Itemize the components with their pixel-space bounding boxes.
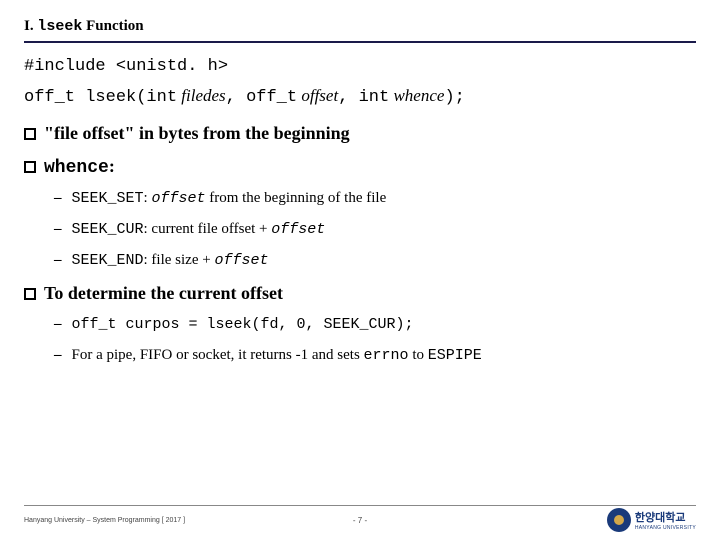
- sig-part-3: , off_t: [226, 88, 297, 107]
- sub-seek-end: – SEEK_END: file size + offset: [54, 252, 696, 269]
- sub-seek-set: – SEEK_SET: offset from the beginning of…: [54, 190, 696, 207]
- logo-text-block: 한양대학교 HANYANG UNIVERSITY: [635, 509, 696, 531]
- include-directive: #include <unistd. h>: [24, 57, 696, 76]
- bullet-file-offset: "file offset" in bytes from the beginnin…: [24, 123, 696, 144]
- dash-icon: –: [54, 190, 62, 207]
- pipe-note-content: For a pipe, FIFO or socket, it returns -…: [72, 347, 482, 364]
- slide-title: I. lseek Function: [24, 18, 696, 35]
- dash-icon: –: [54, 221, 62, 238]
- sig-part-1: off_t lseek(int: [24, 88, 177, 107]
- sig-param-offset: offset: [301, 86, 338, 105]
- university-name-kr: 한양대학교: [635, 509, 696, 525]
- bullet-text: To determine the current offset: [44, 283, 283, 304]
- university-seal-icon: [607, 508, 631, 532]
- bullet-text: "file offset" in bytes from the beginnin…: [44, 123, 350, 144]
- sub-pipe-note: – For a pipe, FIFO or socket, it returns…: [54, 347, 696, 364]
- function-signature: off_t lseek(int filedes, off_t offset, i…: [24, 86, 696, 107]
- square-bullet-icon: [24, 161, 36, 173]
- slide-footer: Hanyang University – System Programming …: [0, 508, 720, 532]
- sig-part-7: );: [444, 88, 464, 107]
- dash-icon: –: [54, 252, 62, 269]
- sig-part-5: , int: [338, 88, 389, 107]
- footer-attribution: Hanyang University – System Programming …: [24, 517, 185, 524]
- title-prefix: I.: [24, 18, 34, 34]
- sub-seek-end-content: SEEK_END: file size + offset: [72, 252, 269, 269]
- sub-seek-set-content: SEEK_SET: offset from the beginning of t…: [72, 190, 387, 207]
- dash-icon: –: [54, 347, 62, 364]
- slide-container: I. lseek Function #include <unistd. h> o…: [0, 0, 720, 540]
- square-bullet-icon: [24, 288, 36, 300]
- footer-divider: [24, 505, 696, 506]
- sub-seek-cur: – SEEK_CUR: current file offset + offset: [54, 221, 696, 238]
- sig-param-filedes: filedes: [181, 86, 225, 105]
- sub-curpos: – off_t curpos = lseek(fd, 0, SEEK_CUR);: [54, 316, 696, 333]
- title-section: I. lseek Function: [24, 18, 696, 43]
- bullet-determine-offset: To determine the current offset: [24, 283, 696, 304]
- lion-icon: [612, 513, 626, 527]
- university-name-en: HANYANG UNIVERSITY: [635, 525, 696, 531]
- sig-param-whence: whence: [393, 86, 444, 105]
- footer-logo: 한양대학교 HANYANG UNIVERSITY: [607, 508, 696, 532]
- sub-seek-cur-content: SEEK_CUR: current file offset + offset: [72, 221, 326, 238]
- bullet-whence-label: whence:: [44, 156, 115, 178]
- dash-icon: –: [54, 316, 62, 333]
- square-bullet-icon: [24, 128, 36, 140]
- curpos-code: off_t curpos = lseek(fd, 0, SEEK_CUR);: [72, 316, 414, 333]
- footer-page-number: - 7 -: [353, 516, 367, 525]
- title-suffix: Function: [86, 18, 144, 34]
- title-code: lseek: [37, 18, 82, 35]
- bullet-whence: whence:: [24, 156, 696, 178]
